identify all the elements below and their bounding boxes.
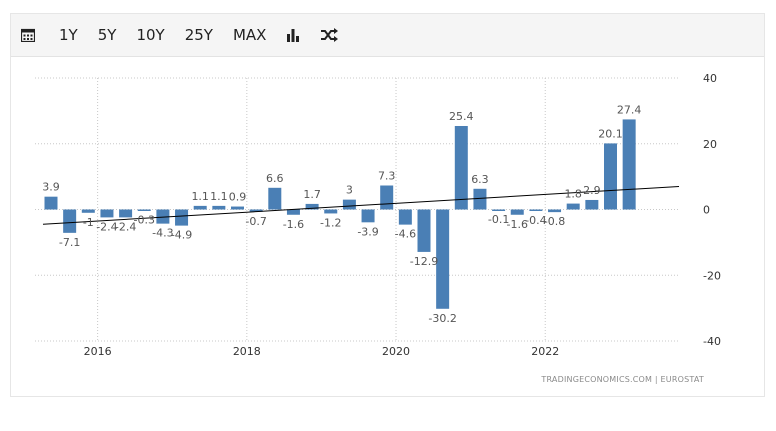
y-tick-label: 0 bbox=[703, 204, 710, 217]
bar bbox=[305, 203, 319, 210]
bar bbox=[622, 119, 636, 210]
trend-line bbox=[42, 185, 680, 225]
data-label: 1.1 bbox=[191, 190, 209, 203]
bar bbox=[566, 203, 580, 210]
y-tick-label: 40 bbox=[703, 72, 717, 85]
axis-labels: 40 20 0 -20 -40 2016 2018 2020 2022 bbox=[84, 72, 721, 358]
bar bbox=[454, 125, 468, 210]
data-label: 20.1 bbox=[598, 127, 623, 140]
bar bbox=[175, 209, 189, 226]
bar-chart-icon[interactable] bbox=[278, 14, 308, 56]
data-label: 3 bbox=[346, 184, 353, 197]
trend-layer bbox=[42, 185, 680, 225]
range-5y-label: 5Y bbox=[97, 26, 117, 44]
data-label: -4.6 bbox=[395, 228, 416, 241]
bar-chart: 3.9-7.1-1 -2.4-2.4-0.3-4.3-4.91.1 1.1 0.9-0… bbox=[35, 72, 721, 358]
x-tick-label: 2018 bbox=[233, 345, 261, 358]
data-label: 1.1 bbox=[210, 190, 228, 203]
range-max-label: MAX bbox=[232, 26, 267, 44]
bar bbox=[361, 209, 375, 223]
data-label: 1.7 bbox=[303, 188, 321, 201]
data-label: -12.9 bbox=[410, 255, 438, 268]
shuffle-icon[interactable] bbox=[312, 14, 346, 56]
data-label: 27.4 bbox=[617, 103, 642, 116]
range-10y-label: 10Y bbox=[136, 26, 165, 44]
x-tick-label: 2020 bbox=[382, 345, 410, 358]
data-label: -1.2 bbox=[320, 216, 341, 229]
range-25y-button[interactable]: 25Y bbox=[177, 14, 221, 56]
bar bbox=[44, 196, 58, 210]
bar bbox=[585, 199, 599, 210]
data-label: 7.3 bbox=[378, 170, 396, 183]
bar bbox=[529, 209, 543, 211]
bar bbox=[286, 209, 300, 215]
data-label: -0.8 bbox=[544, 215, 565, 228]
data-label: -0.3 bbox=[134, 213, 155, 226]
bar bbox=[81, 209, 95, 213]
bar bbox=[342, 199, 356, 210]
range-5y-button[interactable]: 5Y bbox=[90, 14, 125, 56]
bars bbox=[44, 119, 636, 309]
bar bbox=[324, 209, 338, 214]
data-label: -7.1 bbox=[59, 236, 80, 249]
bar bbox=[417, 209, 431, 252]
bar bbox=[473, 188, 487, 210]
data-label: -2.4 bbox=[115, 220, 136, 233]
grid-layer bbox=[35, 77, 679, 342]
bar bbox=[156, 209, 170, 224]
x-tick-label: 2022 bbox=[531, 345, 559, 358]
data-label: -0.7 bbox=[245, 215, 266, 228]
source-attribution: TRADINGECONOMICS.COM | EUROSTAT bbox=[541, 375, 704, 384]
bar bbox=[268, 187, 282, 210]
chart-widget: 1Y 5Y 10Y 25Y MAX 3.9 -7.1 -1 -2.4 -2.4 -0.3-… bbox=[10, 13, 765, 397]
data-label: 25.4 bbox=[449, 110, 474, 123]
bar bbox=[193, 205, 207, 210]
data-label: -0.1 bbox=[488, 213, 509, 226]
calendar-icon[interactable] bbox=[11, 14, 43, 56]
range-25y-label: 25Y bbox=[184, 26, 213, 44]
bar bbox=[137, 209, 151, 211]
data-label: -2.4 bbox=[96, 220, 117, 233]
range-10y-button[interactable]: 10Y bbox=[128, 14, 172, 56]
y-tick-label: 20 bbox=[703, 138, 717, 151]
data-labels: 3.9-7.1-1 -2.4-2.4-0.3-4.3-4.91.1 1.1 0.9-0… bbox=[42, 103, 641, 324]
data-label: -30.2 bbox=[428, 312, 456, 325]
bar bbox=[604, 143, 617, 210]
bar bbox=[398, 209, 412, 225]
y-tick-label: -20 bbox=[703, 269, 721, 282]
bar bbox=[100, 209, 114, 218]
bar bbox=[231, 206, 244, 210]
bar bbox=[249, 209, 263, 212]
data-label: 0.9 bbox=[229, 191, 247, 204]
bar bbox=[492, 209, 506, 211]
bar bbox=[380, 185, 394, 210]
bar bbox=[436, 209, 450, 309]
bar bbox=[548, 209, 562, 213]
data-label: 3.9 bbox=[42, 181, 60, 194]
data-label: -4.9 bbox=[171, 229, 192, 242]
x-tick-label: 2016 bbox=[84, 345, 112, 358]
y-tick-label: -40 bbox=[703, 335, 721, 348]
data-label: -0.4 bbox=[525, 214, 546, 227]
data-label: -1 bbox=[83, 216, 94, 229]
data-label: -3.9 bbox=[357, 225, 378, 238]
bar bbox=[510, 209, 524, 215]
data-label: 1.8 bbox=[564, 188, 582, 201]
bar bbox=[119, 209, 133, 218]
bar bbox=[212, 205, 226, 210]
data-label: 6.3 bbox=[471, 173, 489, 186]
bar bbox=[63, 209, 77, 233]
range-max-button[interactable]: MAX bbox=[225, 14, 274, 56]
data-label: -4.3 bbox=[152, 227, 173, 240]
chart-toolbar: 1Y 5Y 10Y 25Y MAX bbox=[11, 14, 764, 57]
range-1y-label: 1Y bbox=[59, 26, 78, 44]
data-label: -1.6 bbox=[507, 218, 528, 231]
range-1y-button[interactable]: 1Y bbox=[51, 14, 86, 56]
data-label: -1.6 bbox=[283, 218, 304, 231]
data-label: 6.6 bbox=[266, 172, 284, 185]
data-label: 2.9 bbox=[583, 184, 601, 197]
